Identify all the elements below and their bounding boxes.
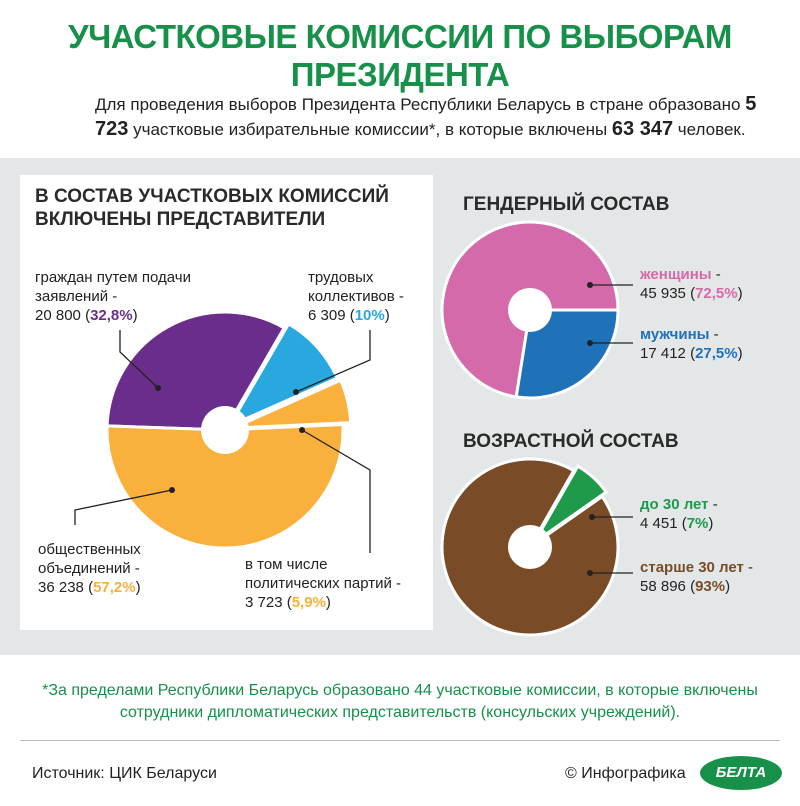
slice-label: в том числе политических партий - 3 723 5… bbox=[245, 555, 425, 612]
slice-label: мужчины 17 412 27,5% bbox=[640, 325, 790, 363]
category-label: мужчины bbox=[640, 326, 719, 343]
leader-line bbox=[301, 429, 371, 553]
intro: Для проведения выборов Президента Респуб… bbox=[95, 92, 785, 142]
leader-dot bbox=[587, 340, 593, 346]
leader-dot bbox=[299, 427, 305, 433]
count-label: 58 896 bbox=[640, 578, 686, 595]
credit: © Инфографика bbox=[565, 765, 686, 782]
percent-label: 7% bbox=[682, 515, 714, 532]
percent-label: 27,5% bbox=[690, 345, 743, 362]
slice-label: до 30 лет 4 451 7% bbox=[640, 495, 790, 533]
pie-slice bbox=[232, 378, 353, 430]
source: Источник: ЦИК Беларуси bbox=[32, 765, 217, 782]
leader-line bbox=[295, 330, 371, 393]
percent-label: 10% bbox=[350, 307, 390, 324]
intro-text: человек. bbox=[673, 120, 746, 139]
chart-title: В СОСТАВ УЧАСТКОВЫХ КОМИССИЙ ВКЛЮЧЕНЫ ПР… bbox=[35, 186, 389, 230]
percent-label: 93% bbox=[690, 578, 730, 595]
leader-dot bbox=[589, 514, 595, 520]
count-label: 20 800 bbox=[35, 307, 81, 324]
percent-label: 5,9% bbox=[287, 594, 331, 611]
pie-hole bbox=[201, 406, 249, 454]
slice-label: женщины 45 935 72,5% bbox=[640, 265, 790, 303]
chart-title: ВОЗРАСТНОЙ СОСТАВ bbox=[463, 431, 679, 452]
pie-hole bbox=[508, 288, 552, 332]
category-label: общественных объединений - bbox=[38, 541, 141, 577]
divider bbox=[20, 740, 780, 741]
percent-label: 72,5% bbox=[690, 285, 743, 302]
category-label: в том числе политических партий - bbox=[245, 556, 402, 592]
pie-slice bbox=[532, 464, 609, 544]
leader-line bbox=[74, 489, 173, 525]
count-label: 3 723 bbox=[245, 594, 283, 611]
footnote: *За пределами Республики Беларусь образо… bbox=[42, 682, 758, 721]
pie-slice bbox=[514, 308, 620, 400]
count-label: 17 412 bbox=[640, 345, 686, 362]
percent-label: 32,8% bbox=[85, 307, 138, 324]
leader-dot bbox=[169, 487, 175, 493]
count-label: 45 935 bbox=[640, 285, 686, 302]
title: УЧАСТКОВЫЕ КОМИССИИ ПО ВЫБОРАМ ПРЕЗИДЕНТ… bbox=[68, 18, 732, 93]
category-label: трудовых коллективов - bbox=[308, 269, 404, 305]
category-label: до 30 лет bbox=[640, 496, 718, 513]
intro-text: участковые избирательные комиссии*, в ко… bbox=[128, 120, 612, 139]
leader-dot bbox=[587, 282, 593, 288]
count-label: 36 238 bbox=[38, 579, 84, 596]
leader-dots bbox=[155, 282, 595, 576]
category-label: старше 30 лет bbox=[640, 559, 753, 576]
pie-slice bbox=[225, 321, 340, 430]
count-label: 6 309 bbox=[308, 307, 346, 324]
intro-number: 63 347 bbox=[611, 118, 674, 140]
leader-dot bbox=[587, 570, 593, 576]
slice-label: трудовых коллективов - 6 309 10% bbox=[308, 268, 428, 325]
intro-text: Для проведения выборов Президента Респуб… bbox=[95, 95, 746, 114]
slice-label: общественных объединений - 36 238 57,2% bbox=[38, 540, 198, 597]
chart-title: ГЕНДЕРНЫЙ СОСТАВ bbox=[463, 194, 670, 215]
leader-dot bbox=[155, 385, 161, 391]
pie-slice bbox=[105, 422, 345, 550]
pie-slice bbox=[440, 457, 620, 637]
slice-label: старше 30 лет 58 896 93% bbox=[640, 558, 800, 596]
slice-label: граждан путем подачи заявлений - 20 800 3… bbox=[35, 268, 225, 325]
pie-slice bbox=[105, 310, 287, 432]
percent-label: 57,2% bbox=[88, 579, 141, 596]
logo: БЕЛТА bbox=[700, 756, 782, 790]
count-label: 4 451 bbox=[640, 515, 678, 532]
pie-hole bbox=[508, 525, 552, 569]
intro-number: 5 723 bbox=[95, 93, 757, 140]
category-label: женщины bbox=[640, 266, 721, 283]
category-label: граждан путем подачи заявлений - bbox=[35, 269, 191, 305]
leader-lines bbox=[74, 284, 633, 574]
leader-line bbox=[119, 330, 159, 389]
leader-dot bbox=[293, 389, 299, 395]
